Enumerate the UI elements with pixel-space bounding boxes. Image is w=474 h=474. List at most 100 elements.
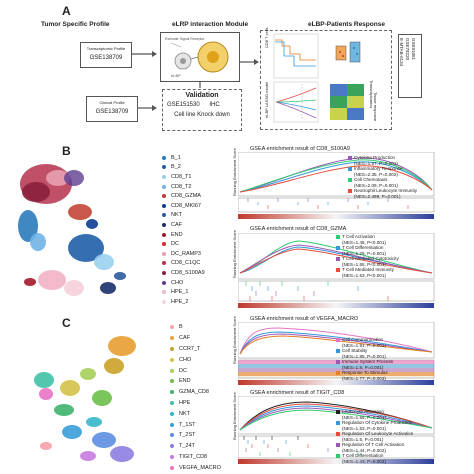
gsea-legend-term: Neutrophil Leukocyte Immunity [354, 188, 418, 193]
legend-c-dot [170, 336, 174, 341]
gsea-legend-stat: (NES=1.85, P=0.001) [342, 353, 386, 359]
gsea-legend-stat: (NES=1.56, P=0.001) [342, 414, 386, 420]
legend-c-dot [170, 346, 174, 351]
legend-b-dot [162, 203, 166, 208]
gsea-b1-title: GSEA enrichment result of CD8_S100A9 [250, 146, 350, 152]
gsea-legend-stat: (NES=1.5, P=0.001) [342, 436, 384, 442]
gsea-b1-plot [238, 152, 435, 219]
legend-b-label: CD8_T1 [171, 173, 192, 180]
gsea-legend-swatch [336, 370, 340, 375]
gsea-legend-stat: (NES=2.35, P=0.002) [354, 171, 398, 177]
gsea-legend-stat: (NES=1.57, P=0.001) [354, 160, 398, 166]
legend-b-dot [162, 165, 166, 170]
legend-b-label: NKT [171, 212, 182, 219]
legend-c-dot [170, 379, 174, 384]
gsea-legend-term: Inflammatory Response [354, 166, 403, 171]
gsea-legend-stat: (NES=2.09, P=0.001) [354, 182, 398, 188]
gsea-c2-legend-item: Regulation Of Cytokine Production [336, 420, 413, 426]
gsea-b1-legend-item: Cytokine Production [348, 155, 417, 161]
legend-b-item: B_1 [162, 153, 205, 163]
gsea-c2-legend: Leukocyte Activation (NES=1.56, P=0.001)… [336, 409, 413, 464]
legend-c-label: T_24T [179, 443, 195, 450]
gsea-c2-legend-item: Regulation Of T Cell Activation [336, 442, 413, 448]
label-tissue-response: Tissue response [373, 92, 378, 122]
legend-c-dot [170, 390, 174, 395]
legend-b-label: B_2 [171, 164, 181, 171]
legend-b-item: HPE_2 [162, 297, 205, 307]
legend-c-label: GZMA_CD8 [179, 389, 209, 396]
legend-c-dot [170, 411, 174, 416]
panel-b-letter: B [62, 144, 71, 158]
gsea-legend-term: Regulation Of Cytokine Production [342, 420, 413, 425]
legend-b-label: CD8_MKI67 [171, 202, 201, 209]
header-patients-response: eLBP-Patients Response [308, 21, 385, 28]
legend-c-dot [170, 433, 174, 438]
legend-c-item: CAF [170, 333, 221, 344]
gsea-b2-title: GSEA enrichment result of CD8_GZMA [250, 226, 347, 232]
gsea-legend-swatch [348, 188, 352, 193]
legend-c-item: B [170, 322, 221, 333]
gsea-legend-stat: (NES=1.29, P=0.001) [342, 250, 386, 256]
legend-c-dot [170, 422, 174, 427]
legend-c-label: B [179, 324, 183, 331]
svg-text:Estimate Signal Receptor: Estimate Signal Receptor [165, 37, 205, 41]
gse-cohort-2: GSE78220 [405, 38, 410, 61]
legend-b-label: CD8_S100A9 [171, 269, 205, 276]
gsea-legend-swatch [336, 409, 340, 414]
legend-c-item: END [170, 376, 221, 387]
gsea-c2-legend-item: Regulation Of Leukocyte Activation [336, 431, 413, 437]
gsea-c1-legend-item: Cell Communication [336, 337, 393, 343]
legend-b-label: HPE_1 [171, 289, 189, 296]
legend-b: B_1 B_2 CD8_T1 CD8_T2 CD8_GZMA CD8_MKI67… [162, 153, 205, 307]
legend-c-label: HPE [179, 399, 191, 406]
legend-b-dot [162, 232, 166, 237]
transcriptomic-profile-box: Transcriptomic Profile GSE138709 [80, 42, 132, 68]
legend-b-dot [162, 290, 166, 295]
gsea-c1-title: GSEA enrichment result of VEGFA_MACRO [250, 316, 359, 322]
legend-b-dot [162, 270, 166, 275]
legend-c-item: VEGFA_MACRO [170, 462, 221, 473]
legend-b-item: CD8_GZMA [162, 191, 205, 201]
patients-response-box [260, 30, 392, 130]
gsea-legend-term: T Cell Differentiation [342, 453, 384, 458]
legend-b-dot [162, 299, 166, 304]
gsea-legend-swatch [336, 267, 340, 272]
legend-c-item: NKT [170, 408, 221, 419]
gsea-legend-swatch [336, 337, 340, 342]
legend-c-label: T_2ST [179, 432, 196, 439]
gsea-legend-term: Response To Stimulus [342, 370, 388, 375]
legend-b-item: B_2 [162, 163, 205, 173]
validation-gse: GSE151530 [167, 102, 200, 108]
legend-c-dot [170, 400, 174, 405]
legend-c-label: NKT [179, 410, 190, 417]
gsea-legend-term: Cell Chemotaxis [354, 177, 388, 182]
legend-c-label: CHO [179, 356, 192, 363]
gsea-c1-legend-item: Cell Stability [336, 348, 393, 354]
umap-b [18, 164, 126, 296]
legend-b-item: END [162, 230, 205, 240]
legend-b-dot [162, 261, 166, 266]
legend-b-item: NKT [162, 211, 205, 221]
module-caption: eLBP [171, 73, 181, 78]
legend-c-label: CAF [179, 335, 190, 342]
panel-a-letter: A [62, 4, 71, 18]
gsea-b1-legend-item: Inflammatory Response [348, 166, 417, 172]
patients-response-plots [273, 33, 364, 123]
legend-c-item: CCR7_T [170, 344, 221, 355]
gsea-b1-legend-item: Cell Chemotaxis [348, 177, 417, 183]
gsea-legend-swatch [348, 166, 352, 171]
legend-b-label: DC [171, 241, 179, 248]
gsea-legend-stat: (NES=1.55, P<0.001) [342, 261, 386, 267]
legend-b-label: CD8_T2 [171, 183, 192, 190]
legend-c-label: CCR7_T [179, 345, 201, 352]
interaction-module-box: Estimate Signal Receptor eLBP [160, 32, 240, 82]
legend-b-label: CHO [171, 279, 184, 286]
gsea-legend-swatch [336, 431, 340, 436]
gse-cohort-3: E-MTAB-6134 [399, 38, 404, 67]
legend-b-dot [162, 242, 166, 247]
legend-b-dot [162, 194, 166, 199]
legend-c-item: T_1ST [170, 419, 221, 430]
gsea-c1-legend: Cell Communication (NES=1.91, P=0.001) C… [336, 337, 393, 381]
gsea-legend-term: Leukocyte Activation [342, 409, 384, 414]
legend-c-dot [170, 325, 174, 330]
